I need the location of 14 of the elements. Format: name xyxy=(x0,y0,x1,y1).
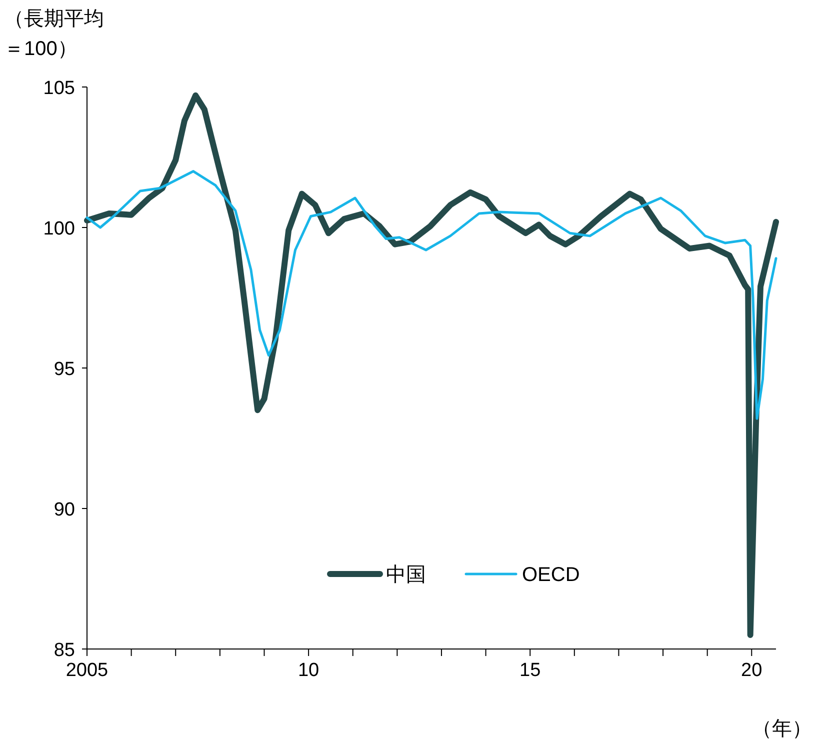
x-tick-label: 2005 xyxy=(66,660,108,681)
legend-label: OECD xyxy=(522,564,580,586)
x-tick-label: 20 xyxy=(741,660,762,681)
x-axis-title: （年） xyxy=(752,718,812,740)
y-tick-label: 90 xyxy=(54,500,75,520)
legend-label: 中国 xyxy=(386,564,426,586)
line-series xyxy=(86,170,778,420)
y-tick-label: 95 xyxy=(54,359,75,380)
y-tick-label: 100 xyxy=(43,218,75,240)
y-tick-label: 85 xyxy=(54,640,75,661)
x-tick-label: 10 xyxy=(298,660,320,681)
x-tick-label: 15 xyxy=(520,660,541,681)
y-axis-title: （長期平均＝100） xyxy=(4,7,105,62)
y-tick-label: 105 xyxy=(43,78,75,99)
